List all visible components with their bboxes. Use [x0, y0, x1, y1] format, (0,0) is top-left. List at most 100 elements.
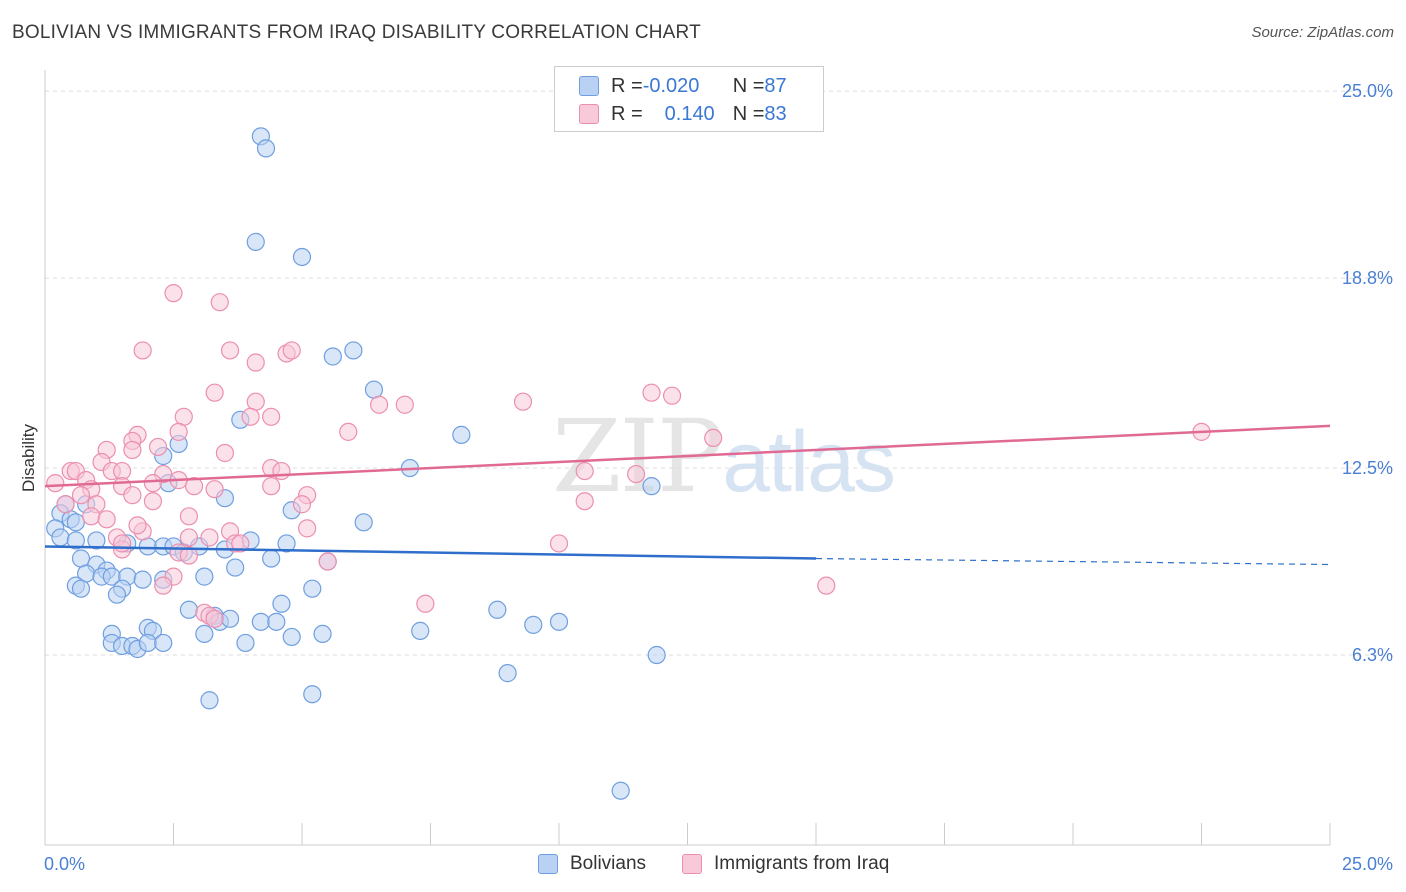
- x-tick-label: 25.0%: [1342, 854, 1393, 874]
- point-bolivians: [642, 477, 661, 496]
- point-bolivians: [195, 624, 214, 644]
- point-bolivians: [524, 615, 543, 634]
- point-iraq: [626, 464, 646, 484]
- point-bolivians: [87, 531, 106, 550]
- point-bolivians: [272, 594, 291, 613]
- point-bolivians: [71, 579, 91, 598]
- point-iraq: [174, 407, 193, 426]
- point-iraq: [298, 519, 317, 538]
- bottom-legend-swatch-blue: [538, 854, 558, 874]
- point-bolivians: [179, 600, 199, 619]
- bottom-legend-label: Bolivians: [570, 853, 647, 874]
- point-iraq: [210, 293, 229, 312]
- point-iraq: [56, 495, 75, 514]
- point-iraq: [179, 507, 199, 526]
- point-bolivians: [138, 633, 157, 653]
- point-iraq: [143, 474, 163, 493]
- legend-row-iraq: R = 0.140 N = 83: [579, 101, 787, 127]
- point-bolivians: [488, 600, 507, 619]
- point-iraq: [416, 594, 435, 613]
- legend-n-label: N =: [732, 102, 765, 125]
- point-bolivians: [323, 347, 342, 366]
- point-iraq: [246, 392, 265, 411]
- point-bolivians: [611, 781, 630, 800]
- legend-row-bolivians: R = -0.020 N = 87: [579, 73, 787, 99]
- point-iraq: [46, 474, 65, 493]
- point-iraq: [339, 422, 358, 441]
- legend-n-label: N =: [732, 74, 765, 97]
- point-iraq: [200, 528, 219, 547]
- gridlines: [45, 90, 1392, 656]
- stats-legend: R = -0.020 N = 87 R = 0.140 N = 83: [554, 66, 824, 132]
- point-bolivians: [277, 534, 296, 553]
- point-iraq: [205, 480, 224, 499]
- bottom-legend-iraq: Immigrants from Iraq: [682, 852, 889, 876]
- point-bolivians: [200, 691, 219, 710]
- point-bolivians: [71, 549, 91, 568]
- watermark-atlas: atlas: [722, 414, 896, 510]
- point-iraq: [184, 477, 204, 496]
- point-iraq: [370, 395, 389, 414]
- y-axis-label: Disability: [19, 423, 38, 492]
- bottom-legend-bolivians: Bolivians: [538, 852, 646, 876]
- point-bolivians: [498, 664, 517, 683]
- point-bolivians: [220, 609, 240, 628]
- point-iraq: [143, 492, 163, 511]
- point-iraq: [128, 516, 147, 535]
- point-bolivians: [313, 624, 332, 644]
- point-iraq: [395, 395, 414, 414]
- legend-n-value: 87: [764, 74, 787, 97]
- point-bolivians: [344, 341, 363, 360]
- point-bolivians: [303, 579, 322, 598]
- point-iraq: [575, 492, 594, 511]
- point-bolivians: [226, 558, 245, 577]
- point-iraq: [123, 440, 142, 460]
- point-iraq: [318, 552, 337, 571]
- legend-r-value: 0.140: [659, 102, 715, 125]
- legend-n-value: 83: [764, 102, 787, 125]
- trend-line-extension: [815, 557, 1331, 566]
- point-bolivians: [107, 585, 127, 604]
- legend-swatch-blue: [579, 76, 599, 96]
- y-tick-label: 25.0%: [1342, 81, 1393, 101]
- legend-swatch-pink: [579, 104, 599, 124]
- point-iraq: [133, 341, 152, 360]
- point-bolivians: [195, 567, 214, 586]
- point-iraq: [272, 461, 291, 481]
- legend-r-label: R =: [611, 74, 643, 97]
- series-bolivians: [46, 127, 666, 800]
- trend-line: [44, 424, 1331, 488]
- trend-line: [44, 545, 817, 560]
- point-bolivians: [452, 425, 471, 444]
- point-iraq: [71, 486, 91, 505]
- point-iraq: [215, 443, 234, 463]
- point-iraq: [169, 422, 188, 441]
- legend-r-value: -0.020: [642, 74, 700, 97]
- point-bolivians: [267, 612, 286, 631]
- point-bolivians: [66, 531, 85, 550]
- point-iraq: [82, 507, 101, 526]
- point-iraq: [549, 534, 569, 553]
- y-tick-label: 18.8%: [1342, 268, 1393, 288]
- trend-lines: [44, 424, 1331, 566]
- point-bolivians: [251, 612, 270, 631]
- point-iraq: [112, 461, 132, 481]
- point-bolivians: [549, 612, 569, 631]
- point-iraq: [642, 383, 661, 402]
- chart-title: BOLIVIAN VS IMMIGRANTS FROM IRAQ DISABIL…: [12, 22, 701, 43]
- point-iraq: [205, 609, 224, 628]
- point-iraq: [292, 495, 312, 514]
- bottom-legend-swatch-pink: [682, 854, 702, 874]
- point-iraq: [513, 392, 533, 411]
- point-bolivians: [256, 139, 276, 158]
- point-iraq: [241, 407, 260, 426]
- point-bolivians: [66, 513, 85, 532]
- point-bolivians: [411, 621, 430, 640]
- bottom-legend-label: Immigrants from Iraq: [714, 853, 890, 874]
- point-iraq: [112, 534, 132, 553]
- point-iraq: [154, 576, 173, 595]
- series-iraq: [46, 284, 1211, 628]
- point-iraq: [179, 528, 199, 547]
- y-tick-label: 6.3%: [1352, 645, 1393, 665]
